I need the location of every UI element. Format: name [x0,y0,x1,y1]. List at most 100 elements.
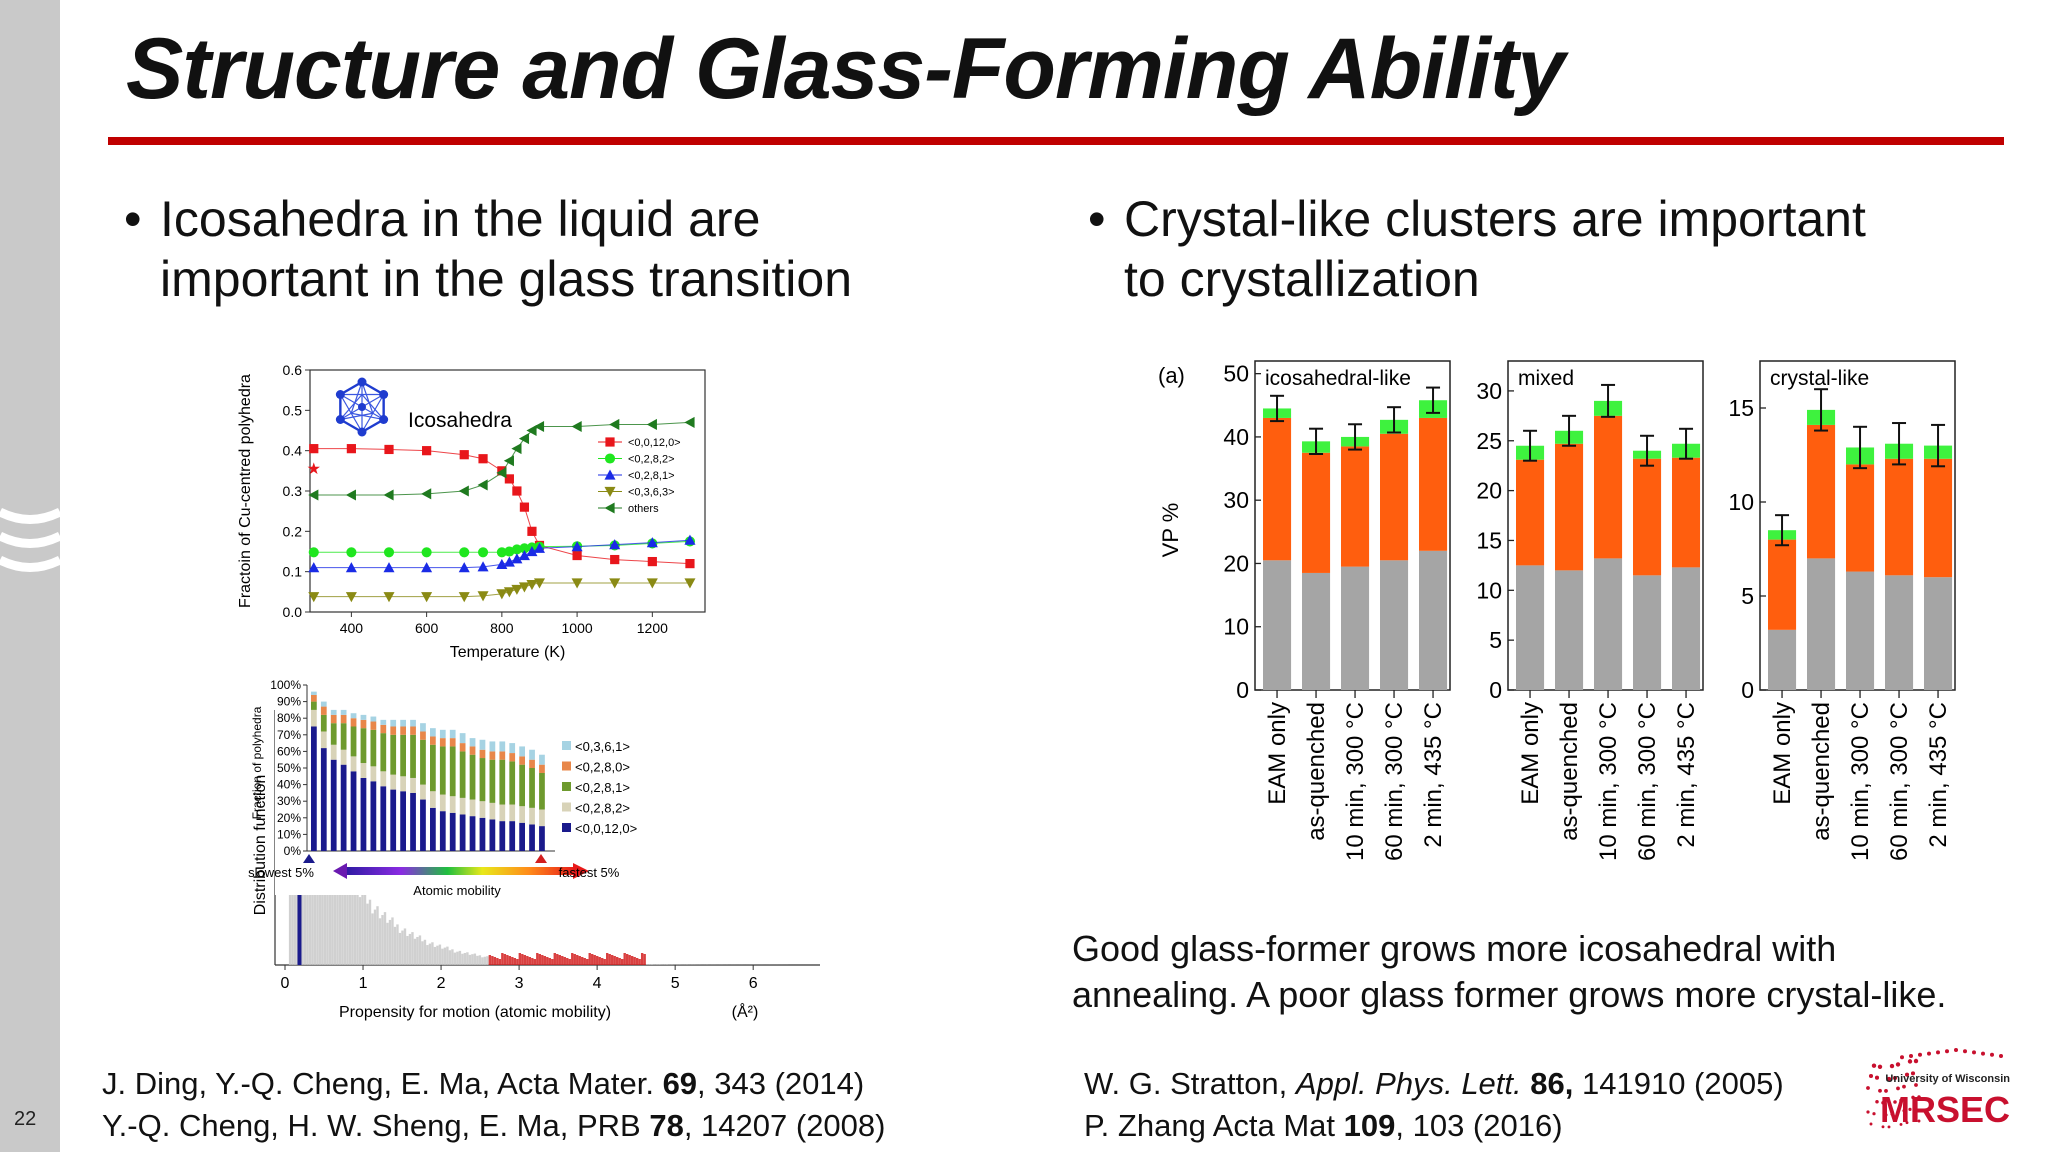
legend-label: others [628,503,659,515]
histogram-bin [399,933,401,965]
data-point [572,551,581,560]
inset-bar-segment [470,800,476,817]
slide-sidebar [0,0,60,1152]
inset-bar-segment [351,727,357,757]
inset-bar-segment [351,718,357,726]
logo-dot [1918,1053,1922,1057]
inset-bar-segment [380,786,386,851]
logo-dot [1902,1085,1906,1089]
histogram-bin [611,955,613,965]
histogram-bin [416,937,418,965]
data-point [511,443,521,454]
histogram-bin [519,953,521,965]
inset-bar-segment [351,771,357,851]
histogram-bin [526,956,528,965]
histogram-bin [638,959,640,965]
histogram-bin [566,958,568,965]
inset-y-tick-label: 10% [277,827,301,841]
x-tick-label: EAM only [1517,702,1544,805]
bar-gray [1924,577,1952,690]
inset-bar-segment [480,818,486,851]
inset-bar-segment [400,791,406,851]
inset-bar-segment [371,730,377,767]
histogram-bin [361,893,363,965]
bar-gray [1672,567,1700,690]
histogram-bin [451,949,453,965]
reference-zhang: P. Zhang Acta Mat 109, 103 (2016) [1084,1105,1784,1147]
logo-dot [1972,1050,1976,1054]
data-point [347,444,356,453]
histogram-bin [536,953,538,965]
data-point [383,490,393,501]
left-bullet-line1: Icosahedra in the liquid are [160,189,760,249]
inset-bar-segment [331,760,337,851]
histogram-bin [589,953,591,965]
inset-bar-segment [509,761,515,804]
icosahedron-vertex [379,390,388,399]
inset-y-tick-label: 30% [277,794,301,808]
data-point [346,490,356,501]
histogram-bin [354,885,356,965]
histogram-bin [396,924,398,965]
histogram-bin [391,917,393,965]
x-tick-label: as-quenched [1808,702,1835,841]
y-tick-label: 10 [1476,577,1502,603]
bar-gray [1768,630,1796,690]
histogram-bin [431,942,433,965]
histogram-bin [596,956,598,965]
x-tick-label: 60 min, 300 °C [1381,702,1408,861]
inset-bar-segment [371,781,377,851]
inset-bar-segment [460,814,466,851]
y-tick-label: 5 [1741,583,1754,609]
legend-marker [605,437,614,446]
inset-legend-label: <0,2,8,1> [575,780,630,795]
data-point [504,455,514,466]
data-point [384,547,394,557]
histogram-bin [571,953,573,965]
inset-bar-segment [470,738,476,746]
x-tick-label: EAM only [1264,702,1291,805]
histogram-bin [496,958,498,965]
data-point [609,419,619,430]
data-point [309,547,319,557]
data-point [685,559,694,568]
histogram-bin [643,954,645,965]
x-tick-label: as-quenched [1556,702,1583,841]
caption-line1: Good glass-former grows more icosahedral… [1072,926,1946,972]
inset-bar-segment [341,723,347,750]
histogram-bin [484,957,486,965]
histogram-bin [409,934,411,965]
slowest-label: slowest 5% [248,865,314,880]
inset-bar-segment [331,710,337,715]
inset-bar-segment [529,808,535,825]
histogram-bin [641,953,643,965]
caption: Good glass-former grows more icosahedral… [1072,926,1946,1018]
inset-bar-segment [390,720,396,727]
x-axis-unit: (Å²) [732,1002,759,1021]
inset-bar-segment [499,741,505,751]
x-tick-label: 0 [281,975,290,992]
y-tick-label: 0.1 [283,564,303,580]
inset-bar-segment [420,785,426,800]
x-tick-label: 4 [593,975,602,992]
legend-label: <0,3,6,3> [628,487,675,499]
inset-y-tick-label: 40% [277,778,301,792]
inset-bar-segment [470,746,476,754]
inset-bar-segment [480,758,486,801]
inset-bar-segment [430,791,436,808]
histogram-bin [541,955,543,965]
icosahedron-vertex [336,415,345,424]
x-tick-label: 2 min, 435 °C [1420,702,1447,848]
inset-bar-segment [380,720,386,725]
reference-cheng: Y.-Q. Cheng, H. W. Sheng, E. Ma, PRB 78,… [102,1105,885,1147]
inset-bar-segment [400,735,406,777]
inset-bar-segment [499,805,505,822]
x-tick-label: 2 min, 435 °C [1673,702,1700,848]
inset-bar-segment [490,741,496,751]
logo-dot [1999,1054,2003,1058]
x-tick-label: EAM only [1769,702,1796,805]
